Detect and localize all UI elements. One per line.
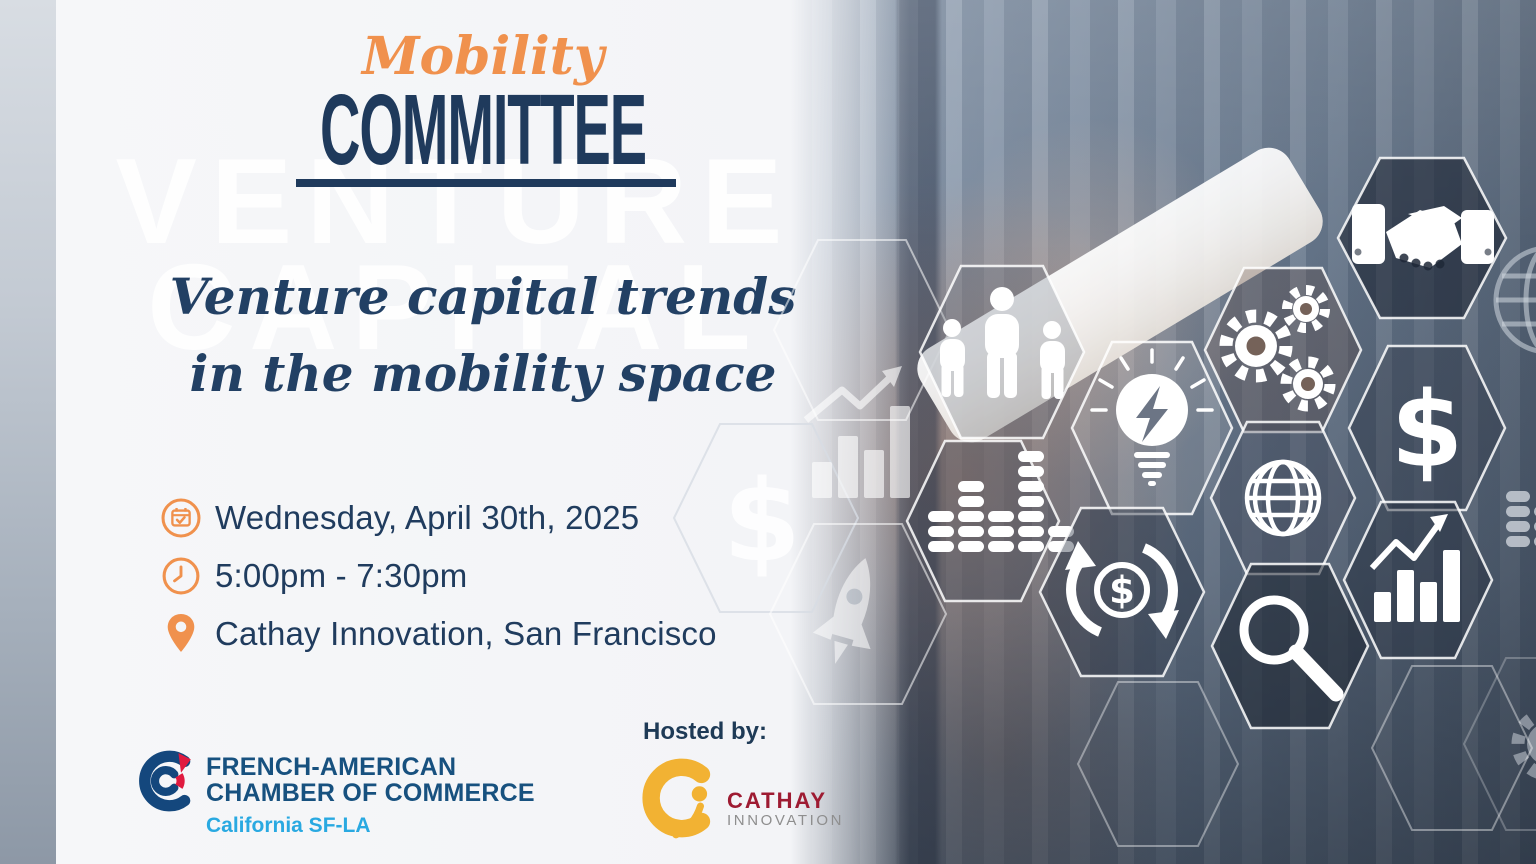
event-time-row: 5:00pm - 7:30pm bbox=[160, 554, 717, 598]
event-title: Venture capital trends in the mobility s… bbox=[76, 258, 890, 412]
left-photo-strip bbox=[0, 0, 58, 864]
calendar-icon bbox=[160, 496, 202, 540]
hosted-by-label: Hosted by: bbox=[642, 718, 767, 745]
cathay-logo-mark bbox=[636, 754, 724, 851]
event-title-line1: Venture capital trends bbox=[169, 267, 797, 326]
brand-underline bbox=[296, 179, 676, 187]
host-name: CATHAY bbox=[727, 788, 828, 813]
host-subname: INNOVATION bbox=[727, 812, 845, 829]
event-time: 5:00pm - 7:30pm bbox=[215, 557, 468, 594]
event-location-row: Cathay Innovation, San Francisco bbox=[160, 612, 717, 656]
committee-brand-script: Mobility bbox=[361, 26, 605, 87]
location-pin-icon bbox=[160, 612, 202, 656]
organizer-chapter: California SF-LA bbox=[206, 814, 371, 837]
event-details: Wednesday, April 30th, 2025 5:00pm - 7:3… bbox=[160, 496, 717, 670]
organizer-logo-facc: FRENCH-AMERICAN CHAMBER OF COMMERCE Cali… bbox=[132, 748, 535, 838]
facc-logo-mark bbox=[132, 748, 196, 819]
event-date-row: Wednesday, April 30th, 2025 bbox=[160, 496, 717, 540]
organizer-name-line1: FRENCH-AMERICAN bbox=[206, 753, 457, 781]
event-location: Cathay Innovation, San Francisco bbox=[215, 615, 717, 652]
clock-icon bbox=[160, 554, 202, 598]
event-date: Wednesday, April 30th, 2025 bbox=[215, 499, 640, 536]
committee-brand-block: COMMITTEE bbox=[320, 74, 647, 186]
event-title-line2: in the mobility space bbox=[189, 344, 777, 403]
organizer-text: FRENCH-AMERICAN CHAMBER OF COMMERCE Cali… bbox=[206, 748, 535, 838]
organizer-name-line2: CHAMBER OF COMMERCE bbox=[206, 779, 535, 807]
